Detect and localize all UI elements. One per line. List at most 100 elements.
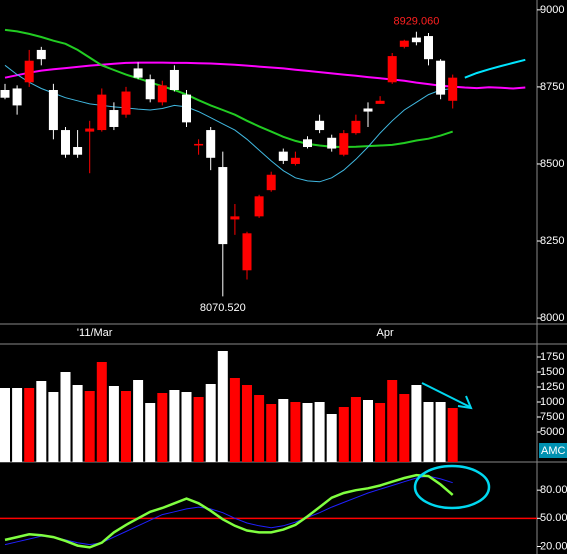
- volume-bar: [108, 385, 119, 462]
- y-tick-label: 1500: [540, 366, 564, 378]
- volume-bar: [157, 393, 168, 462]
- candle-body: [0, 89, 10, 98]
- moving-average-line: [464, 58, 526, 79]
- volume-bar: [193, 397, 204, 462]
- candle-body: [36, 49, 46, 60]
- volume-bar: [84, 391, 95, 462]
- volume-bar: [399, 394, 410, 462]
- candle-body: [206, 130, 216, 158]
- candle-body: [424, 36, 433, 60]
- candle-body: [157, 85, 167, 103]
- volume-bar: [145, 403, 156, 462]
- annotation-arrow-head: [457, 395, 473, 410]
- volume-bar: [242, 385, 252, 462]
- candle-body: [315, 120, 325, 131]
- candle-body: [411, 37, 421, 43]
- volume-bar: [36, 381, 47, 462]
- y-tick-label: 8500: [540, 158, 564, 170]
- volume-bar: [423, 402, 434, 462]
- candle-body: [48, 89, 58, 131]
- candle-body: [327, 137, 337, 149]
- volume-bar: [435, 402, 446, 462]
- y-tick-label: 8750: [540, 81, 564, 93]
- y-tick-label: 1250: [540, 381, 564, 393]
- oscillator-line: [4, 473, 454, 549]
- annotation-circle: [413, 464, 491, 510]
- candle-body: [375, 100, 385, 104]
- volume-bar: [217, 351, 228, 462]
- volume-bar: [290, 402, 301, 462]
- candle-body: [194, 143, 204, 146]
- y-tick-label: 80.00: [540, 484, 567, 496]
- indicator-label: AMC: [541, 445, 566, 457]
- volume-bar: [338, 406, 349, 462]
- candle-body: [85, 128, 95, 132]
- volume-bar: [387, 379, 398, 462]
- candle-body: [351, 120, 361, 134]
- high-label: 8929.060: [393, 16, 439, 28]
- candle-body: [24, 60, 34, 83]
- candle-body: [278, 151, 288, 161]
- candle-body: [230, 216, 240, 220]
- candle-body: [12, 88, 22, 106]
- y-tick-label: 50.00: [540, 512, 567, 524]
- plot: 9000 8750 8500 8250 8000 '11/Mar Apr 8929.060 80…: [0, 4, 567, 552]
- volume-bar: [48, 391, 59, 462]
- volume-bar: [411, 385, 422, 462]
- candle-body: [387, 56, 397, 83]
- volume-bar: [205, 384, 216, 462]
- indicator-box: [539, 443, 567, 458]
- x-tick-label: '11/Mar: [77, 327, 113, 339]
- volume-bar: [0, 388, 10, 462]
- volume-bar: [266, 403, 277, 462]
- y-tick-label: 9000: [540, 4, 564, 16]
- candle-body: [399, 40, 409, 47]
- candle-body: [339, 133, 349, 155]
- volume-bar: [72, 385, 83, 462]
- candle-body: [182, 94, 191, 123]
- candle-body: [290, 157, 300, 164]
- x-tick-label: Apr: [377, 327, 394, 339]
- candle-body: [121, 91, 131, 115]
- candle-body: [448, 77, 458, 101]
- volume-bar: [278, 399, 289, 462]
- candle-body: [109, 110, 119, 127]
- y-tick-label: 1000: [540, 396, 564, 408]
- y-tick-label: 20.00: [540, 540, 567, 552]
- volume-bar: [96, 361, 107, 462]
- candle-body: [61, 130, 70, 155]
- y-tick-label: 8250: [540, 235, 564, 247]
- volume-bar: [254, 394, 265, 462]
- volume-bar: [169, 390, 180, 462]
- moving-average-line: [4, 28, 454, 149]
- candle-body: [266, 174, 276, 191]
- y-tick-label: 8000: [540, 312, 564, 324]
- candle-body: [254, 196, 264, 217]
- volume-bar: [24, 388, 35, 462]
- volume-bar: [229, 378, 240, 462]
- candle-body: [73, 147, 83, 155]
- volume-bar: [314, 402, 325, 462]
- annotation-arrow: [421, 382, 471, 408]
- volume-bar: [60, 372, 71, 462]
- y-tick-label: 5000: [540, 426, 564, 438]
- low-label: 8070.520: [200, 302, 246, 314]
- volume-bar: [363, 400, 373, 462]
- volume-bar: [12, 388, 23, 462]
- candle-body: [303, 139, 312, 148]
- candle-body: [169, 69, 179, 90]
- y-tick-label: 7500: [540, 411, 564, 423]
- moving-average-line: [4, 64, 453, 183]
- volume-bar: [350, 397, 361, 462]
- y-tick-label: 1750: [540, 351, 564, 363]
- candle-body: [218, 167, 228, 245]
- candle-body: [242, 233, 252, 271]
- oscillator-line: [4, 475, 453, 546]
- volume-bar: [181, 391, 192, 462]
- candle-body: [133, 68, 143, 78]
- volume-bar: [326, 414, 337, 462]
- volume-bar: [447, 408, 458, 462]
- candle-body: [145, 79, 155, 100]
